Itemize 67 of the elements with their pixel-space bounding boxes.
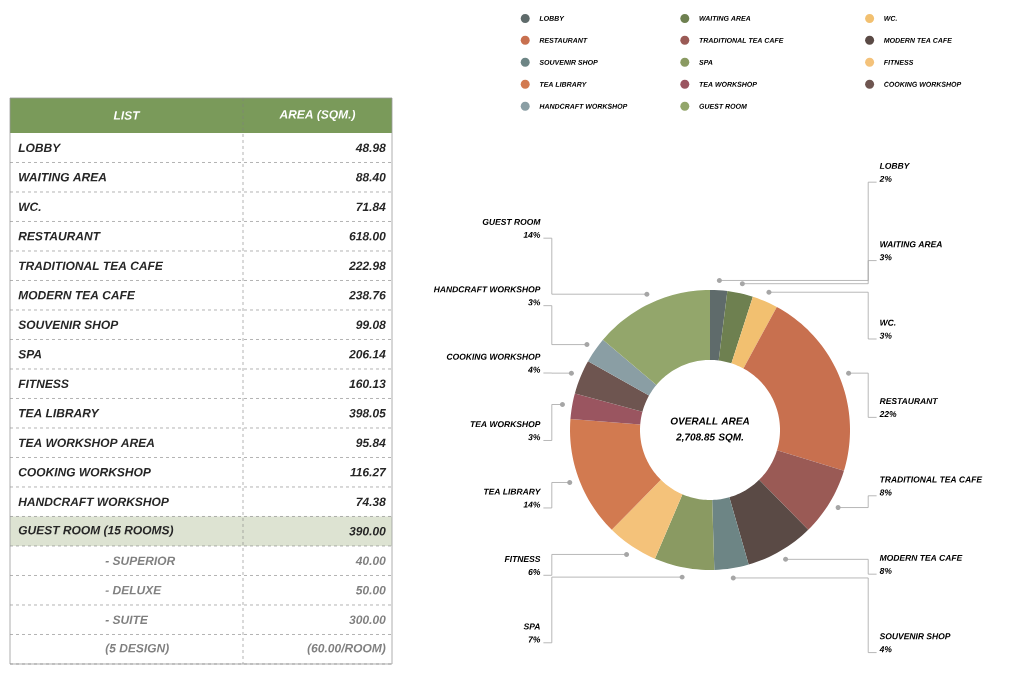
data-label: 4% — [879, 646, 892, 653]
data-label: 8% — [879, 489, 892, 496]
data-label: 6% — [528, 569, 541, 576]
text: 398.05 — [349, 408, 386, 418]
slice-label: HANDCRAFT WORKSHOP — [433, 286, 541, 293]
data-label: 7% — [528, 636, 541, 643]
slice-label: LOBBY — [879, 162, 910, 169]
text: 222.98 — [348, 261, 386, 271]
text: SPA — [18, 349, 42, 359]
text: LIST — [113, 111, 141, 120]
text: 618.00 — [349, 231, 386, 241]
text: RESTAURANT — [18, 231, 101, 241]
text: 40.00 — [355, 556, 386, 566]
text: (5 DESIGN) — [105, 643, 169, 655]
slice-label: WC. — [880, 319, 896, 326]
text: - SUPERIOR — [105, 556, 176, 566]
text: - SUITE — [105, 615, 149, 625]
text: 74.38 — [356, 497, 386, 507]
text: 390.00 — [349, 526, 386, 536]
text: GUEST ROOM (15 ROOMS) — [18, 525, 174, 537]
slice-label: SOUVENIR SHOP — [879, 633, 951, 640]
text: COOKING WORKSHOP — [18, 467, 151, 477]
text: HANDCRAFT WORKSHOP — [18, 497, 169, 507]
data-label: 22% — [879, 411, 897, 418]
text: FITNESS — [18, 379, 69, 389]
text: OVERALL AREA 2,708.85 SQM. — [670, 417, 750, 443]
slice-label: FITNESS — [504, 556, 541, 563]
data-label: 3% — [879, 254, 892, 261]
text: 88.40 — [355, 172, 386, 182]
slice-label: RESTAURANT — [879, 398, 939, 405]
text: 238.76 — [348, 290, 386, 300]
text: TEA LIBRARY — [19, 409, 100, 418]
text: 48.98 — [355, 143, 386, 153]
data-label: 14% — [523, 501, 541, 508]
text: 206.14 — [348, 349, 386, 359]
text: WC. — [19, 202, 41, 212]
text: TRADITIONAL TEA CAFE — [19, 261, 164, 271]
data-label: 3% — [528, 434, 541, 441]
text: 300.00 — [349, 615, 386, 625]
text: SOUVENIR SHOP — [18, 320, 119, 330]
data-label: 14% — [523, 231, 541, 238]
text: 160.13 — [349, 379, 386, 389]
data-label: 3% — [528, 299, 541, 306]
slice-label: TEA LIBRARY — [484, 488, 542, 495]
text: 50.00 — [355, 585, 386, 595]
data-label: 8% — [879, 567, 892, 574]
slice-label: COOKING WORKSHOP — [446, 353, 541, 360]
text: TEA WORKSHOP AREA — [19, 438, 154, 448]
text: 99.08 — [356, 320, 386, 330]
text: 71.84 — [356, 202, 386, 212]
slice-label: GUEST ROOM — [482, 218, 541, 225]
data-label: 2% — [879, 175, 892, 182]
slice-label: SPA — [523, 623, 540, 630]
text: - DELUXE — [105, 586, 162, 595]
text: MODERN TEA CAFE — [18, 290, 136, 300]
text: LOBBY — [18, 143, 62, 153]
slice-label: MODERN TEA CAFE — [879, 554, 963, 561]
slice-label: TRADITIONAL TEA CAFE — [880, 476, 983, 483]
text: AREA (SQM.) — [279, 109, 356, 122]
text: (60.00/ROOM) — [307, 643, 386, 655]
data-label: 4% — [527, 366, 541, 373]
slice-label: TEA WORKSHOP — [470, 421, 541, 428]
text: WAITING AREA — [19, 172, 106, 182]
data-label: 3% — [879, 332, 892, 339]
text: 116.27 — [350, 467, 387, 477]
text: 95.84 — [356, 438, 386, 448]
slice-label: WAITING AREA — [880, 241, 942, 248]
